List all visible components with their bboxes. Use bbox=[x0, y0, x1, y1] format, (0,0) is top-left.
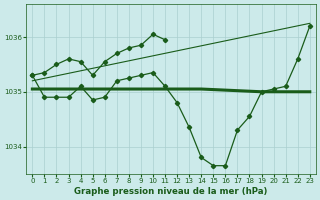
X-axis label: Graphe pression niveau de la mer (hPa): Graphe pression niveau de la mer (hPa) bbox=[74, 187, 268, 196]
